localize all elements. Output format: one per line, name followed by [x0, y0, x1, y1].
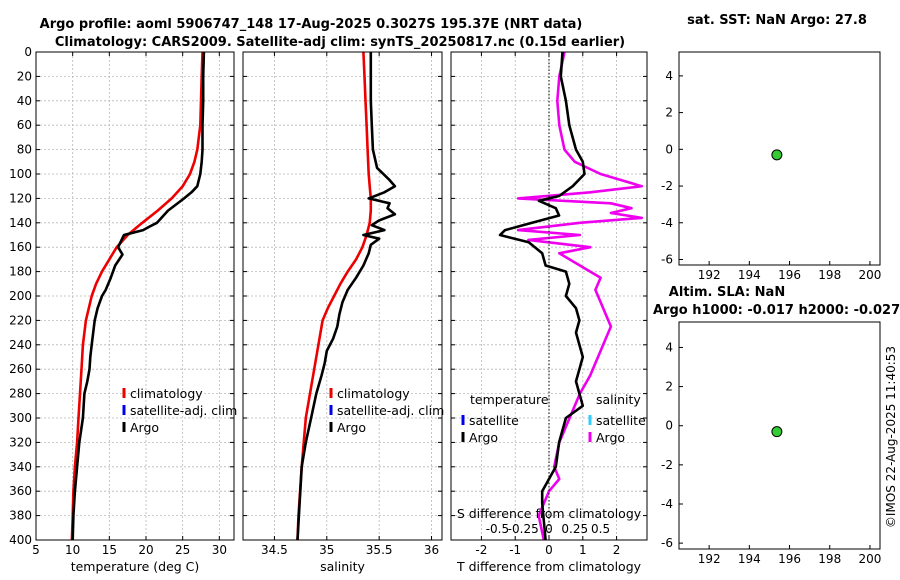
series-line-Argo [296, 52, 397, 541]
series-line-temperature-Argo [498, 51, 586, 541]
plot-frame-4 [678, 321, 881, 550]
y-tick-label: 220 [9, 313, 32, 327]
legend-group-salinity: salinity [596, 392, 641, 407]
series-line-climatology [296, 51, 373, 541]
x-tick-label: 192 [698, 552, 721, 566]
y-tick-label: 380 [9, 509, 32, 523]
x-tick-label: 25 [175, 543, 190, 557]
main-title: Argo profile: aoml 5906747_148 17-Aug-20… [40, 17, 583, 32]
y-tick-label: 200 [9, 289, 32, 303]
x-tick-label: 2 [613, 543, 621, 557]
y-tick-label: 0 [665, 419, 673, 433]
y-tick-label: 20 [17, 69, 32, 83]
sla-subtitle: Argo h1000: -0.017 h2000: -0.027 [653, 303, 900, 318]
x-axis-label: salinity [320, 559, 365, 574]
imos-stamp: ©IMOS 22-Aug-2025 11:40:53 [884, 346, 898, 528]
legend-label: satellite-adj. clim [130, 403, 237, 418]
sst-title: sat. SST: NaN Argo: 27.8 [687, 13, 867, 28]
y-tick-label: -4 [661, 497, 673, 511]
y-tick-label: 240 [9, 338, 32, 352]
x-tick-label: 194 [738, 268, 761, 282]
x-tick-label: 34.5 [261, 543, 288, 557]
argo-position-marker [771, 426, 783, 438]
x-tick-label: 0 [545, 543, 553, 557]
legend-label: satellite-adj. clim [337, 403, 444, 418]
y-tick-label: 280 [9, 387, 32, 401]
y-tick-label: 40 [17, 94, 32, 108]
series-line-Argo [71, 51, 206, 541]
x-tick-label: 15 [102, 543, 117, 557]
x2-tick-label: 0 [545, 522, 553, 536]
legend-group-temperature: temperature [470, 392, 549, 407]
y-tick-label: 4 [665, 340, 673, 354]
x-tick-label: -1 [509, 543, 521, 557]
x-tick-label: 194 [738, 552, 761, 566]
y-tick-label: -6 [661, 536, 673, 550]
x2-tick-label: -0.5 [486, 522, 509, 536]
x-tick-label: 200 [858, 552, 881, 566]
x-axis-label: T difference from climatology [456, 559, 642, 574]
y-tick-label: 260 [9, 362, 32, 376]
x2-tick-label: 0.25 [561, 522, 588, 536]
y-tick-label: 300 [9, 411, 32, 425]
y-tick-label: -2 [661, 179, 673, 193]
x-axis-label: temperature (deg C) [71, 559, 200, 574]
legend-label: Argo [337, 420, 366, 435]
x-tick-label: 198 [818, 268, 841, 282]
x-tick-label: 30 [212, 543, 227, 557]
x-tick-label: 10 [65, 543, 80, 557]
x2-tick-label: -0.25 [508, 522, 539, 536]
y-tick-label: 160 [9, 240, 32, 254]
y-tick-label: 4 [665, 69, 673, 83]
legend-label: satellite [469, 413, 519, 428]
x-tick-label: 192 [698, 268, 721, 282]
y-tick-label: 2 [665, 106, 673, 120]
y-tick-label: 140 [9, 216, 32, 230]
x-tick-label: 35.5 [366, 543, 393, 557]
y-tick-label: -6 [661, 252, 673, 266]
y-tick-label: 400 [9, 533, 32, 547]
series-line-climatology [70, 51, 204, 541]
x-tick-label: 35 [319, 543, 334, 557]
x-tick-label: 196 [778, 552, 801, 566]
x-tick-label: 20 [138, 543, 153, 557]
y-tick-label: 0 [665, 142, 673, 156]
main-subtitle: Climatology: CARS2009. Satellite-adj cli… [55, 35, 625, 50]
y-tick-label: 180 [9, 265, 32, 279]
y-tick-label: 80 [17, 143, 32, 157]
y-tick-label: 320 [9, 435, 32, 449]
x2-axis-label: S difference from climatology [457, 506, 642, 521]
y-tick-label: 360 [9, 484, 32, 498]
x-tick-label: 196 [778, 268, 801, 282]
legend-label: satellite [596, 413, 646, 428]
y-tick-label: 2 [665, 380, 673, 394]
x-tick-label: 36 [424, 543, 439, 557]
x-tick-label: 5 [32, 543, 40, 557]
legend-label: Argo [596, 430, 625, 445]
legend-label: Argo [469, 430, 498, 445]
x-tick-label: -2 [475, 543, 487, 557]
x2-tick-label: 0.5 [591, 522, 610, 536]
legend-label: climatology [337, 386, 410, 401]
y-tick-label: 0 [24, 45, 32, 59]
plot-frame-3 [678, 51, 881, 266]
y-tick-label: -2 [661, 458, 673, 472]
y-tick-label: 120 [9, 191, 32, 205]
legend-label: Argo [130, 420, 159, 435]
y-tick-label: 60 [17, 118, 32, 132]
y-tick-label: 340 [9, 460, 32, 474]
legend-label: climatology [130, 386, 203, 401]
y-tick-label: 100 [9, 167, 32, 181]
x-tick-label: 200 [858, 268, 881, 282]
x-tick-label: 1 [579, 543, 587, 557]
sla-title: Altim. SLA: NaN [669, 285, 785, 300]
argo-position-marker [771, 149, 783, 161]
y-tick-label: -4 [661, 216, 673, 230]
x-tick-label: 198 [818, 552, 841, 566]
